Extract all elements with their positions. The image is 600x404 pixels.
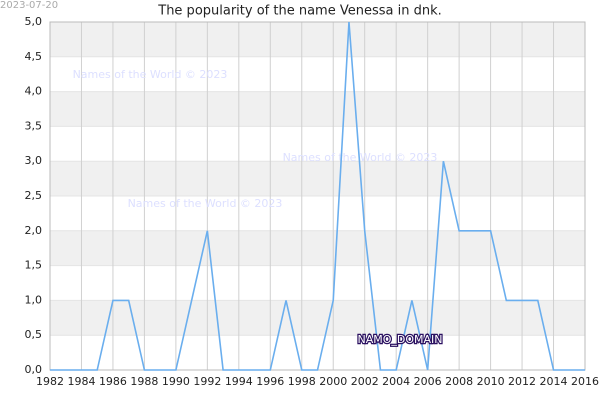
x-tick-label: 1992 <box>193 375 221 388</box>
x-tick-label: 2010 <box>477 375 505 388</box>
y-tick-label: 1,0 <box>25 293 43 306</box>
y-tick-label: 0,0 <box>25 363 43 376</box>
x-tick-label: 2014 <box>540 375 568 388</box>
watermark: Names of the World © 2023 <box>128 197 283 210</box>
y-tick-label: 1,5 <box>25 259 43 272</box>
y-tick-label: 3,0 <box>25 154 43 167</box>
y-tick-label: 4,5 <box>25 50 43 63</box>
x-tick-label: 1986 <box>99 375 127 388</box>
x-tick-label: 1988 <box>130 375 158 388</box>
band <box>50 91 585 127</box>
x-tick-label: 2012 <box>508 375 536 388</box>
band <box>50 230 585 266</box>
watermark: Names of the World © 2023 <box>283 151 438 164</box>
line <box>50 21 585 371</box>
date-stamp: 2023-07-20 <box>0 0 58 11</box>
x-tick-label: 1990 <box>162 375 190 388</box>
band <box>50 22 585 57</box>
y-tick-label: 0,5 <box>25 328 43 341</box>
y-tick-label: 4,0 <box>25 85 43 98</box>
x-tick-label: 2006 <box>414 375 442 388</box>
x-tick-label: 2004 <box>382 375 410 388</box>
annotation: NAMO_DOMAIN <box>357 333 442 346</box>
y-tick-label: 3,5 <box>25 119 43 132</box>
band <box>50 161 585 196</box>
x-tick-label: 2000 <box>319 375 347 388</box>
band <box>50 300 585 336</box>
y-tick-label: 2,0 <box>25 224 43 237</box>
watermark: Names of the World © 2023 <box>73 68 228 81</box>
y-tick-label: 2,5 <box>25 189 43 202</box>
x-tick-label: 2008 <box>445 375 473 388</box>
x-tick-label: 1984 <box>67 375 95 388</box>
x-tick-label: 2016 <box>571 375 599 388</box>
x-tick-label: 1982 <box>36 375 64 388</box>
x-tick-label: 1996 <box>256 375 284 388</box>
x-tick-label: 1998 <box>288 375 316 388</box>
chart-title: The popularity of the name Venessa in dn… <box>157 4 442 19</box>
y-tick-label: 5,0 <box>25 15 43 28</box>
x-tick-label: 2002 <box>351 375 379 388</box>
x-tick-label: 1994 <box>225 375 253 388</box>
